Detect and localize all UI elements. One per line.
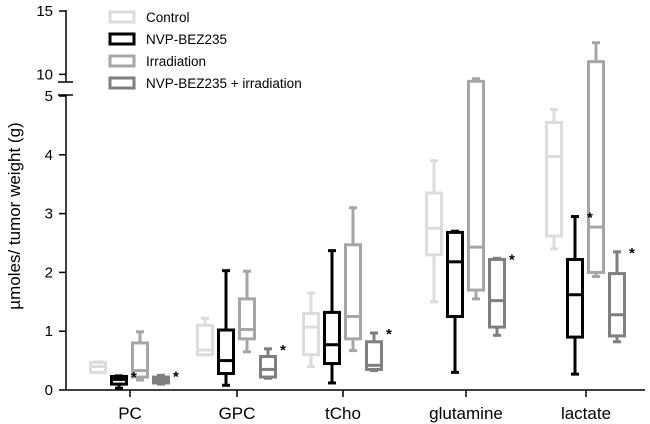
x-categories: PC GPC tCho glutamine lactate (118, 390, 611, 423)
legend-swatch (108, 32, 136, 46)
legend-swatch (108, 10, 136, 24)
series-3 (152, 250, 626, 386)
significance-star: * (280, 342, 286, 359)
legend-item: NVP-BEZ235 (108, 32, 227, 47)
series-1 (110, 215, 584, 390)
box-iqr (467, 79, 485, 292)
series-0 (89, 108, 563, 374)
legend-item: Irradiation (108, 54, 206, 69)
box-glutamine (467, 77, 485, 301)
y-tick-label: 5 (45, 88, 53, 105)
box-iqr (545, 120, 563, 238)
category-label-gpc: GPC (219, 404, 256, 423)
box-iqr (259, 354, 277, 379)
box-lactate (566, 215, 584, 376)
significance-star: * (386, 326, 392, 343)
box-pc (152, 373, 170, 386)
significance-star: * (629, 245, 635, 262)
y-ticks: 0 1 2 3 4 5 10 15 (36, 3, 66, 399)
box-tcho (302, 291, 320, 368)
legend-swatch (108, 54, 136, 68)
category-label-pc: PC (118, 404, 142, 423)
y-tick-label: 3 (45, 206, 53, 223)
y-tick-label: 2 (45, 264, 53, 281)
box-iqr (365, 340, 383, 371)
box-iqr (344, 243, 362, 341)
box-pc (89, 360, 107, 374)
legend-item: NVP-BEZ235 + irradiation (108, 76, 302, 91)
y-tick-label: 10 (36, 66, 53, 83)
box-iqr (425, 191, 443, 257)
y-axis-title: µmoles/ tumor weight (g) (5, 122, 24, 309)
legend: Control NVP-BEZ235 Irradiation NVP-BEZ235 +… (108, 10, 302, 91)
box-glutamine (425, 159, 443, 304)
box-iqr (566, 257, 584, 339)
legend-label: NVP-BEZ235 (146, 32, 227, 47)
y-tick-label: 0 (45, 382, 53, 399)
significance-marks: * * * * * * * (131, 210, 635, 386)
box-iqr (131, 341, 149, 379)
box-glutamine (488, 256, 506, 337)
box-iqr (302, 312, 320, 357)
legend-label: Control (146, 10, 190, 25)
y-tick-label: 1 (45, 323, 53, 340)
y-tick-label: 4 (45, 147, 53, 164)
box-iqr (446, 230, 464, 318)
legend-label: Irradiation (146, 54, 206, 69)
significance-star: * (509, 251, 515, 268)
box-iqr (238, 297, 256, 341)
legend-label: NVP-BEZ235 + irradiation (146, 76, 302, 91)
significance-star: * (587, 210, 593, 227)
box-tcho (344, 206, 362, 353)
box-tcho (323, 249, 341, 385)
category-label-lactate: lactate (561, 404, 611, 423)
box-iqr (608, 272, 626, 338)
box-gpc (238, 269, 256, 354)
box-tcho (365, 331, 383, 373)
box-iqr (587, 60, 605, 274)
box-lactate (545, 108, 563, 251)
box-glutamine (446, 229, 464, 374)
box-pc (131, 330, 149, 382)
y-tick-label: 15 (36, 3, 53, 20)
box-iqr (488, 257, 506, 329)
box-pc (110, 374, 128, 390)
box-lactate (608, 250, 626, 344)
significance-star: * (173, 368, 179, 385)
series-2 (131, 41, 605, 382)
box-gpc (217, 269, 235, 387)
legend-item: Control (108, 10, 190, 25)
axes (58, 10, 645, 391)
legend-swatch (108, 76, 136, 90)
box-gpc (196, 316, 214, 357)
box-iqr (196, 323, 214, 357)
box-series (89, 41, 626, 390)
box-iqr (323, 310, 341, 366)
box-iqr (217, 328, 235, 376)
category-label-tcho: tCho (325, 404, 361, 423)
box-lactate (587, 41, 605, 279)
category-label-glutamine: glutamine (429, 404, 503, 423)
box-gpc (259, 347, 277, 380)
significance-star: * (131, 369, 137, 386)
